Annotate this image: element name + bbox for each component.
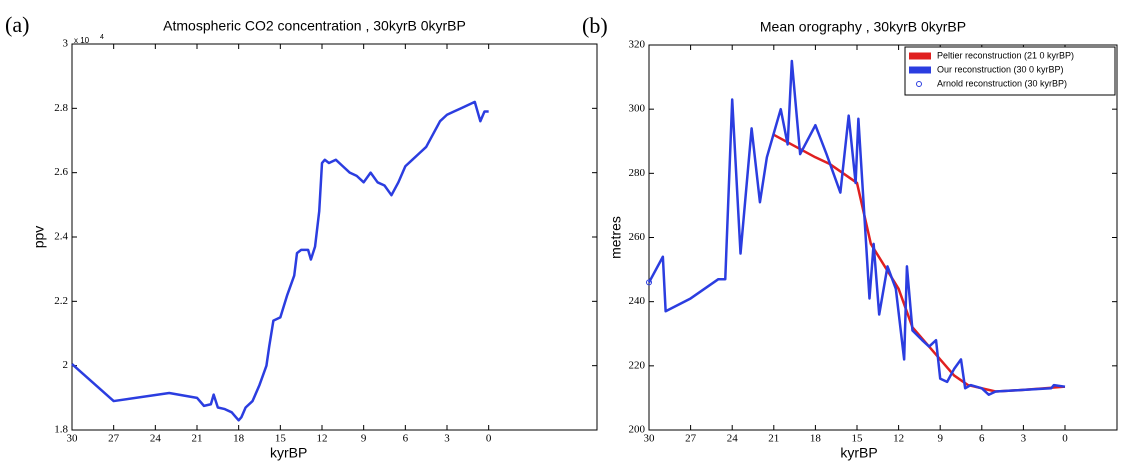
x-tick-label: 0 (486, 433, 492, 445)
y-axis-label: metres (608, 216, 624, 259)
y-tick-label: 220 (629, 359, 646, 371)
x-tick-label: 30 (644, 433, 656, 445)
x-tick-label: 27 (108, 433, 120, 445)
y-exponent: 4 (100, 34, 104, 41)
marker (646, 279, 652, 286)
data-line (71, 100, 489, 422)
y-tick-label: 1.8 (54, 424, 68, 436)
legend-swatch (909, 66, 931, 74)
chart-title: Atmospheric CO2 concentration , 30kyrB 0… (163, 18, 466, 34)
y-tick-label: 3 (63, 38, 69, 50)
x-tick-label: 18 (233, 433, 245, 445)
y-tick-label: 260 (629, 231, 646, 243)
panel-label: (b) (582, 13, 608, 38)
x-tick-label: 9 (361, 433, 367, 445)
x-tick-label: 12 (317, 433, 328, 445)
y-tick-label: 2.4 (54, 231, 68, 243)
panel-label: (a) (5, 12, 29, 37)
legend-label: Arnold reconstruction (30 kyrBP) (937, 78, 1067, 88)
x-tick-label: 3 (444, 433, 450, 445)
y-tick-label: 2 (63, 359, 69, 371)
data-line (773, 133, 1066, 393)
x-tick-label: 15 (275, 433, 287, 445)
y-tick-label: 320 (629, 39, 646, 51)
chart-title: Mean orography , 30kyrB 0kyrBP (760, 19, 966, 35)
x-tick-label: 3 (1021, 433, 1027, 445)
x-axis-label: kyrBP (840, 445, 877, 461)
x-tick-label: 24 (727, 433, 739, 445)
y-multiplier: x 10 (74, 36, 90, 45)
plot-frame (648, 44, 1118, 431)
x-tick-label: 21 (768, 433, 779, 445)
x-tick-label: 30 (67, 433, 79, 445)
legend-label: Peltier reconstruction (21 0 kyrBP) (937, 50, 1074, 60)
legend-label: Our reconstruction (30 0 kyrBP) (937, 64, 1064, 74)
x-tick-label: 9 (937, 433, 943, 445)
legend-box (904, 46, 1116, 96)
x-tick-label: 27 (685, 433, 697, 445)
legend-swatch (909, 52, 931, 60)
x-tick-label: 18 (810, 433, 822, 445)
y-tick-label: 200 (629, 424, 646, 436)
x-tick-label: 15 (852, 433, 864, 445)
y-tick-label: 2.6 (54, 166, 68, 178)
x-tick-label: 24 (150, 433, 162, 445)
y-tick-label: 240 (629, 295, 646, 307)
y-tick-label: 300 (629, 103, 646, 115)
x-tick-label: 21 (192, 433, 203, 445)
x-axis-label: kyrBP (270, 445, 307, 461)
legend-marker (916, 81, 922, 87)
plot-frame (71, 43, 598, 431)
y-tick-label: 280 (629, 167, 646, 179)
y-tick-label: 2.2 (54, 295, 68, 307)
x-tick-label: 6 (403, 433, 409, 445)
x-tick-label: 0 (1062, 433, 1068, 445)
data-line (647, 59, 1066, 396)
x-tick-label: 12 (893, 433, 904, 445)
y-axis-label: ppv (31, 226, 47, 249)
y-tick-label: 2.8 (54, 102, 68, 114)
x-tick-label: 6 (979, 433, 985, 445)
